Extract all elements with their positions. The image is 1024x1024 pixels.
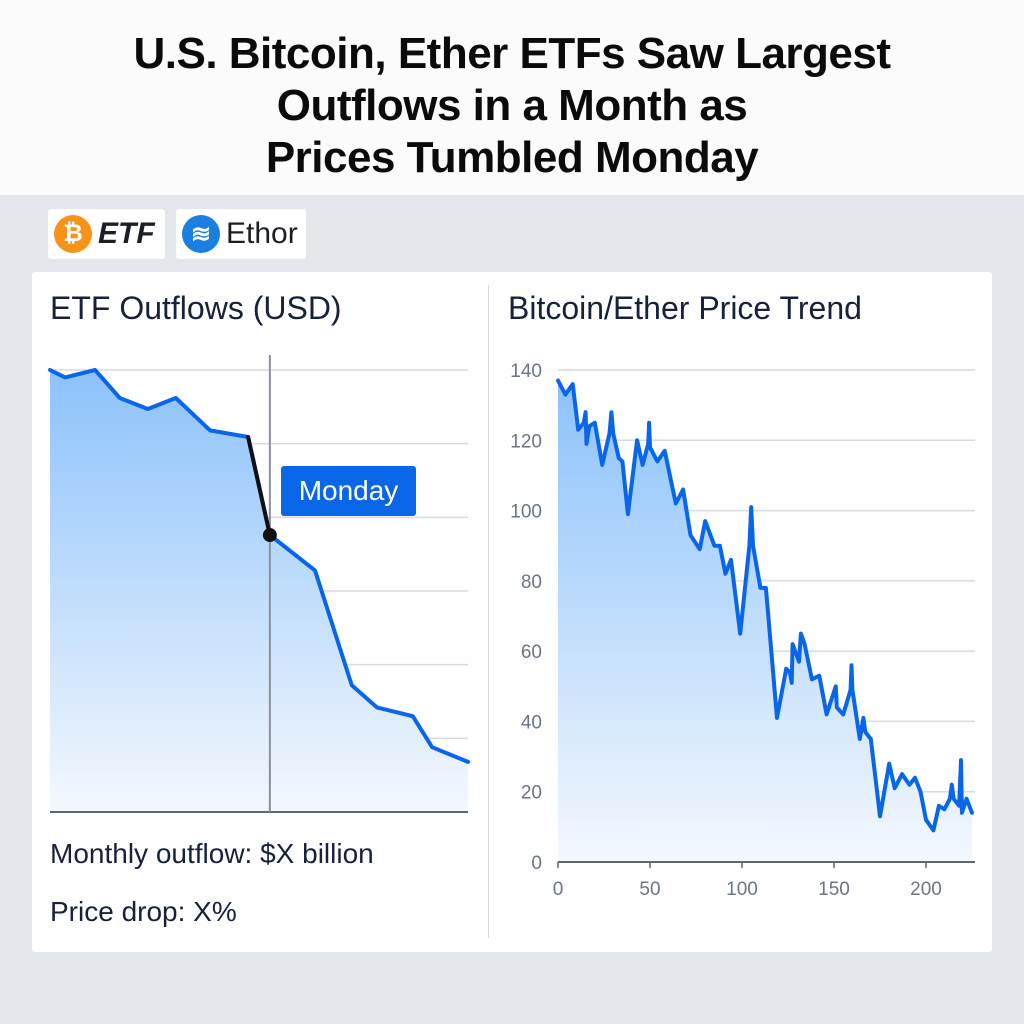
y-tick-label: 60 [521,642,542,663]
right-chart-title: Bitcoin/Ether Price Trend [508,290,862,326]
y-tick-label: 120 [510,431,542,452]
highlight-drop-segment [246,435,272,538]
badge-label: ETF [98,217,155,250]
header: U.S. Bitcoin, Ether ETFs Saw Largest Out… [0,0,1024,195]
y-tick-label: 20 [521,783,542,804]
y-tick-label: 140 [510,361,542,382]
series-line [556,378,974,833]
x-tick-label: 100 [726,879,758,900]
left-chart-title: ETF Outflows (USD) [50,290,342,326]
x-tick-label: 150 [818,879,850,900]
badge-label: Ethor [226,217,298,250]
y-tick-label: 80 [521,572,542,593]
ether-badge: ≋ Ethor [176,209,306,259]
y-tick-label: 100 [510,502,542,523]
divider [488,285,489,938]
headline-line: Prices Tumbled Monday [265,133,759,182]
monday-point-marker [262,528,277,543]
x-tick-label: 0 [553,879,564,900]
monday-annotation-label: Monday [281,466,416,516]
y-tick-label: 0 [531,853,542,874]
area-fill [50,370,468,812]
headline-line: Outflows in a Month as [276,81,748,130]
bitcoin-etf-badge: ₿ ETF [48,209,165,259]
y-tick-label: 40 [521,712,542,733]
price-drop-stat: Price drop: X% [50,896,237,927]
x-tick-label: 200 [910,879,942,900]
headline-line: U.S. Bitcoin, Ether ETFs Saw Largest [133,29,891,78]
headline: U.S. Bitcoin, Ether ETFs Saw Largest Out… [0,28,1024,184]
x-tick-label: 50 [639,879,660,900]
ether-layers-icon: ≋ [182,215,220,253]
bitcoin-icon: ₿ [54,215,92,253]
monthly-outflow-stat: Monthly outflow: $X billion [50,838,374,869]
area-fill [558,380,972,862]
